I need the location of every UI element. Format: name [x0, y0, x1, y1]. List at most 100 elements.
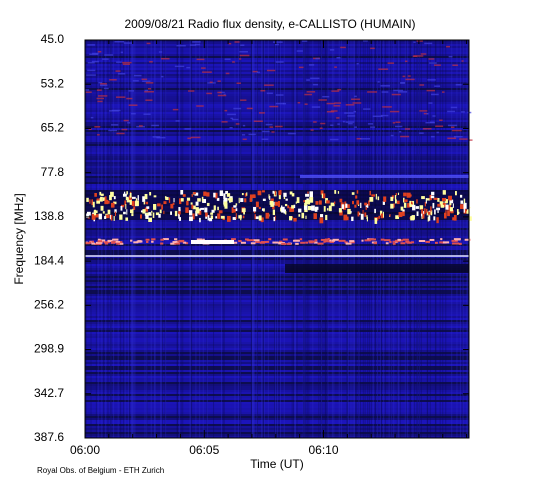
spectrogram-burst: [249, 194, 254, 199]
spectrogram-band-noise: [281, 242, 287, 245]
spectrogram-burst: [409, 200, 411, 207]
spectrogram-row: [85, 172, 469, 174]
spectrogram-top-noise: [367, 123, 374, 125]
spectrogram-burst: [227, 215, 231, 222]
spectrogram-burst: [215, 216, 218, 219]
spectrogram-row: [85, 60, 469, 62]
spectrogram-burst: [295, 201, 297, 204]
spectrogram-burst: [238, 197, 240, 204]
spectrogram-row: [85, 246, 469, 248]
spectrogram-row: [85, 112, 469, 114]
spectrogram-burst: [223, 193, 226, 200]
spectrogram-top-noise: [423, 112, 428, 115]
spectrogram-burst: [395, 215, 400, 219]
spectrogram-band-noise: [160, 238, 164, 241]
spectrogram-burst: [307, 199, 311, 205]
spectrogram-top-noise: [428, 62, 437, 64]
spectrogram-burst: [262, 208, 265, 212]
spectrogram-band-noise: [384, 239, 391, 242]
spectrogram-top-noise: [100, 83, 107, 85]
spectrogram-burst: [229, 197, 233, 203]
spectrogram-top-noise: [131, 112, 136, 115]
spectrogram-burst: [100, 205, 104, 211]
spectrogram-line: [85, 255, 469, 257]
spectrogram-band-noise: [151, 238, 156, 241]
spectrogram-top-noise: [428, 102, 433, 104]
spectrogram-burst: [345, 216, 349, 221]
spectrogram-burst: [268, 194, 270, 199]
spectrogram-burst: [258, 190, 262, 195]
spectrogram-top-noise: [242, 124, 246, 127]
spectrogram-band-noise: [104, 242, 109, 245]
spectrogram-top-noise: [297, 101, 301, 104]
spectrogram-streak: [256, 40, 258, 438]
spectrogram-top-noise: [345, 104, 355, 106]
spectrogram-streak: [353, 40, 355, 438]
spectrogram-burst: [244, 193, 247, 197]
spectrogram-row: [85, 176, 469, 178]
spectrogram-burst: [189, 216, 193, 222]
spectrogram-burst: [242, 215, 245, 219]
spectrogram-burst: [142, 209, 146, 214]
spectrogram-streak: [120, 40, 122, 438]
spectrogram-band-noise: [373, 242, 377, 245]
spectrogram-burst: [198, 210, 202, 215]
spectrogram-top-noise: [271, 131, 275, 133]
spectrogram-top-noise: [97, 100, 103, 103]
spectrogram-burst: [375, 193, 377, 200]
spectrogram-streak: [237, 40, 239, 438]
spectrogram-streak: [426, 40, 428, 438]
spectrogram-burst: [293, 217, 297, 222]
spectrogram-top-noise: [352, 102, 362, 104]
spectrogram-burst: [445, 199, 448, 204]
spectrogram-band-noise: [175, 240, 179, 243]
spectrogram-band-noise: [331, 239, 336, 242]
spectrogram-row: [85, 42, 469, 44]
spectrogram-top-noise: [337, 88, 342, 91]
spectrogram-streak: [358, 40, 360, 438]
spectrogram-top-noise: [235, 123, 240, 125]
spectrogram-band-noise: [97, 240, 102, 243]
spectrogram-burst: [94, 193, 97, 197]
spectrogram-streak: [359, 40, 361, 438]
spectrogram-top-noise: [353, 110, 357, 113]
spectrogram-streak: [356, 40, 358, 438]
spectrogram-streak: [274, 40, 276, 438]
y-tick-label: 342.7: [34, 386, 64, 400]
spectrogram-burst: [466, 209, 470, 212]
spectrogram-burst: [357, 211, 360, 217]
spectrogram-burst: [342, 204, 347, 210]
spectrogram-streak: [346, 40, 348, 438]
spectrogram-burst: [91, 199, 93, 206]
spectrogram-burst: [190, 202, 193, 205]
spectrogram-top-noise: [342, 120, 345, 123]
spectrogram-row: [85, 366, 469, 368]
spectrogram-burst: [426, 198, 431, 201]
spectrogram-top-noise: [420, 53, 427, 55]
spectrogram-top-noise: [217, 94, 227, 97]
spectrogram-band-noise: [110, 241, 116, 244]
spectrogram-top-noise: [447, 137, 457, 140]
spectrogram-top-noise: [395, 121, 401, 123]
spectrogram-burst: [377, 196, 380, 201]
spectrogram-streak: [379, 40, 381, 438]
spectrogram-top-noise: [275, 61, 284, 63]
spectrogram-streak: [350, 40, 352, 438]
spectrogram-row: [85, 104, 469, 106]
spectrogram-burst: [262, 198, 266, 201]
spectrogram-burst: [131, 196, 136, 199]
spectrogram-burst: [201, 196, 204, 202]
spectrogram-band-noise: [329, 239, 332, 242]
spectrogram-burst: [390, 196, 394, 202]
spectrogram-top-noise: [201, 67, 206, 69]
spectrogram-top-noise: [450, 106, 458, 109]
spectrogram-burst: [444, 212, 447, 219]
spectrogram-top-noise: [236, 82, 241, 85]
spectrogram-band-noise: [300, 241, 305, 244]
spectrogram-burst: [412, 204, 416, 211]
spectrogram-burst: [191, 194, 193, 197]
spectrogram-burst: [291, 193, 295, 197]
spectrogram-row: [85, 124, 469, 126]
spectrogram-top-noise: [340, 46, 346, 49]
